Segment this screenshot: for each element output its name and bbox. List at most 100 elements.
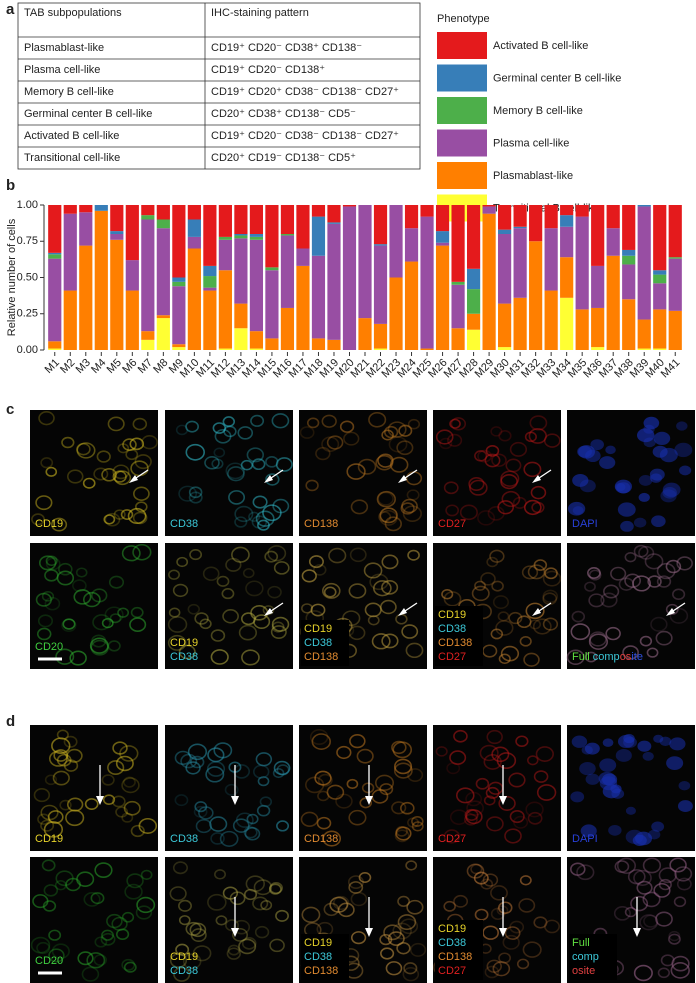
micrograph: Full comp osite <box>567 857 695 983</box>
bar-segment <box>451 328 465 350</box>
cell <box>649 468 665 481</box>
cell <box>525 801 544 818</box>
cell <box>227 944 241 956</box>
cell <box>256 804 271 817</box>
cell <box>614 479 632 494</box>
cell <box>140 869 153 880</box>
cell <box>185 420 199 433</box>
cell <box>403 962 418 975</box>
channel-label: CD19 <box>438 609 466 621</box>
bar-segment <box>529 241 543 350</box>
cell <box>411 815 424 827</box>
bar-segment <box>172 344 186 348</box>
bar-segment <box>653 274 667 284</box>
cell <box>232 927 249 942</box>
cell <box>485 444 500 457</box>
channel-label: osite <box>572 965 595 977</box>
cell <box>509 920 525 934</box>
cell <box>610 566 627 581</box>
channel-label: Full composite <box>572 651 643 663</box>
channel-label-part: CD38 <box>438 937 466 949</box>
cell <box>348 809 367 826</box>
cell <box>585 449 601 463</box>
cell <box>117 607 130 618</box>
cell <box>245 875 265 893</box>
table-cell: Germinal center B cell-like <box>24 108 152 120</box>
bar-segment <box>48 254 62 259</box>
cell <box>111 916 128 931</box>
cell <box>123 961 137 973</box>
cell <box>443 481 459 495</box>
cell <box>84 798 99 810</box>
bar-segment <box>63 213 77 291</box>
bar-segment <box>234 238 248 304</box>
bar-segment <box>342 206 357 350</box>
cell <box>658 867 677 884</box>
cell <box>240 459 253 471</box>
cell <box>402 505 422 522</box>
micrograph: CD19 CD38 <box>165 857 293 983</box>
cell <box>48 750 68 767</box>
cell <box>349 547 367 563</box>
bar-segment <box>498 229 512 234</box>
micrograph: Full composite <box>566 543 695 669</box>
cell <box>409 942 427 957</box>
cell <box>44 569 59 582</box>
bar-segment <box>513 228 527 298</box>
bar-segment <box>265 270 279 339</box>
bar-segment <box>653 348 667 350</box>
legend-label: Plasma cell-like <box>493 137 569 149</box>
cell <box>482 925 499 940</box>
cell <box>577 445 592 458</box>
cell <box>498 901 513 915</box>
cell <box>134 454 152 470</box>
cell <box>235 812 254 828</box>
cell <box>51 943 70 960</box>
cell <box>625 806 636 815</box>
cell <box>45 466 58 477</box>
micrograph: CD19 CD38 <box>165 543 293 669</box>
channel-label: CD27 <box>438 651 466 663</box>
cell <box>396 942 411 955</box>
bar-segment <box>141 331 155 340</box>
cell <box>178 899 192 912</box>
micrograph: CD20 <box>30 543 158 669</box>
cell <box>644 553 664 570</box>
cell <box>55 648 75 665</box>
cell <box>406 899 424 915</box>
cell <box>584 742 600 755</box>
table-cell: Memory B cell-like <box>24 86 114 98</box>
cell <box>579 479 596 493</box>
cell <box>580 824 597 838</box>
cell <box>391 740 407 755</box>
cell <box>571 610 586 623</box>
cell <box>637 740 652 752</box>
channel-label-part: CD19 <box>438 609 466 621</box>
bar-segment <box>311 205 326 217</box>
cell <box>638 492 650 502</box>
cell <box>372 580 392 597</box>
bar-segment <box>529 205 543 242</box>
cell <box>124 883 143 900</box>
cell <box>519 636 532 647</box>
cell <box>336 745 352 760</box>
cell <box>167 616 188 633</box>
cell <box>669 607 689 624</box>
cell <box>51 517 68 532</box>
cell <box>665 559 682 574</box>
cell <box>63 735 78 748</box>
cell <box>676 556 693 571</box>
bar-segment <box>156 228 170 316</box>
cell <box>490 885 508 901</box>
bar-segment <box>560 257 574 298</box>
cell <box>498 653 511 665</box>
bar-segment <box>435 242 450 246</box>
cell <box>449 418 461 429</box>
cell <box>175 424 189 436</box>
cell <box>129 437 145 451</box>
cell <box>676 877 692 891</box>
cell <box>383 924 402 941</box>
cell <box>473 871 489 885</box>
cell <box>121 958 136 971</box>
bar-segment <box>218 239 232 271</box>
